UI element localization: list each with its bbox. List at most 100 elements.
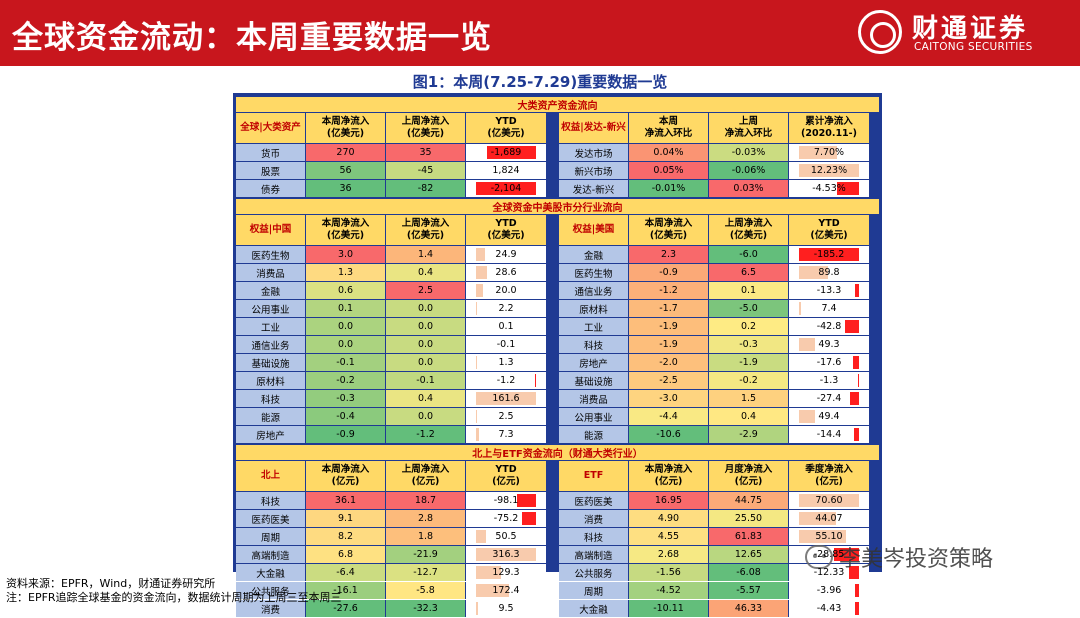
ytd-bar [476, 566, 501, 579]
table-row: 股票 56 -45 1,824 [236, 162, 556, 179]
column-header: 权益|发达-新兴 [559, 113, 629, 143]
table-row: 医药生物 -0.9 6.5 89.8 [559, 264, 879, 281]
value-cell: -6.4 [306, 564, 386, 581]
column-header: 权益|美国 [559, 215, 629, 245]
value-cell: -1.2 [629, 282, 709, 299]
value-cell: 44.75 [709, 492, 789, 509]
ytd-value: 12.23% [810, 165, 848, 176]
ytd-bar [799, 410, 816, 423]
value-cell: 0.0 [306, 318, 386, 335]
ytd-bar [836, 182, 859, 195]
column-header: ETF [559, 461, 629, 491]
row-label: 高端制造 [559, 546, 629, 563]
ytd-bar [848, 566, 859, 579]
value-cell: 4.55 [629, 528, 709, 545]
ytd-value: 316.3 [492, 549, 520, 560]
row-label: 医药生物 [559, 264, 629, 281]
table-row: 金融 2.3 -6.0 -185.2 [559, 246, 879, 263]
value-cell: -12.7 [386, 564, 466, 581]
ytd-value: 1.3 [498, 357, 514, 368]
column-header: 上周净流入 (亿元) [386, 461, 466, 491]
column-header: 上周净流入 (亿美元) [386, 113, 466, 143]
value-cell: -1.2 [386, 426, 466, 443]
header-row: 全球|大类资产 本周净流入 (亿美元) 上周净流入 (亿美元) YTD (亿美元) [236, 113, 556, 143]
value-cell: 56 [306, 162, 386, 179]
ytd-cell: -1.2 [466, 372, 546, 389]
ytd-value: -1.3 [819, 375, 839, 386]
table-row: 通信业务 0.0 0.0 -0.1 [236, 336, 556, 353]
table-row: 债券 36 -82 -2,104 [236, 180, 556, 197]
ytd-value: -0.1 [496, 339, 516, 350]
ytd-bar [799, 338, 816, 351]
row-label: 金融 [559, 246, 629, 263]
table-row: 大金融 -6.4 -12.7 129.3 [236, 564, 556, 581]
ytd-cell: 0.1 [466, 318, 546, 335]
ytd-cell: -14.4 [789, 426, 869, 443]
table-row: 房地产 -2.0 -1.9 -17.6 [559, 354, 879, 371]
value-cell: -1.7 [629, 300, 709, 317]
value-cell: 1.3 [306, 264, 386, 281]
table-row: 大金融 -10.11 46.33 -4.43 [559, 600, 879, 617]
ytd-cell: 70.60 [789, 492, 869, 509]
ytd-value: 49.4 [818, 411, 840, 422]
column-header: 本周净流入 (亿美元) [306, 113, 386, 143]
value-cell: 6.5 [709, 264, 789, 281]
ytd-bar [854, 428, 859, 441]
ytd-value: 0.1 [498, 321, 514, 332]
value-cell: -10.11 [629, 600, 709, 617]
ytd-bar [517, 494, 536, 507]
logo-cn-text: 财通证券 [912, 14, 1029, 44]
value-cell: 0.1 [709, 282, 789, 299]
column-header: 本周净流入 (亿元) [306, 461, 386, 491]
ytd-bar [476, 548, 536, 561]
table-row: 基础设施 -0.1 0.0 1.3 [236, 354, 556, 371]
logo-icon [858, 10, 902, 54]
ytd-value: -3.96 [816, 585, 842, 596]
table-row: 原材料 -0.2 -0.1 -1.2 [236, 372, 556, 389]
ytd-value: 49.3 [818, 339, 840, 350]
column-header: 权益|中国 [236, 215, 306, 245]
value-cell: 61.83 [709, 528, 789, 545]
row-label: 科技 [559, 336, 629, 353]
right-table: 权益|发达-新兴 本周 净流入环比 上周 净流入环比 累计净流入 (2020.11-)… [559, 113, 879, 198]
value-cell: -82 [386, 180, 466, 197]
row-label: 房地产 [236, 426, 306, 443]
left-table: 权益|中国 本周净流入 (亿美元) 上周净流入 (亿美元) YTD (亿美元) 医药生物… [236, 215, 556, 444]
table-row: 高端制造 6.8 -21.9 316.3 [236, 546, 556, 563]
column-header: 上周净流入 (亿美元) [386, 215, 466, 245]
column-header: 北上 [236, 461, 306, 491]
ytd-bar [845, 320, 859, 333]
value-cell: -10.6 [629, 426, 709, 443]
row-label: 公共服务 [559, 564, 629, 581]
value-cell: -2.0 [629, 354, 709, 371]
table-row: 消费品 1.3 0.4 28.6 [236, 264, 556, 281]
ytd-cell: -1.3 [789, 372, 869, 389]
row-label: 基础设施 [559, 372, 629, 389]
source-note: 资料来源：EPFR，Wind，财通证券研究所 [6, 577, 216, 590]
column-header: YTD (亿元) [466, 461, 546, 491]
value-cell: -16.1 [306, 582, 386, 599]
value-cell: 18.7 [386, 492, 466, 509]
ytd-value: 50.5 [495, 531, 517, 542]
row-label: 新兴市场 [559, 162, 629, 179]
ytd-bar [834, 548, 859, 561]
ytd-cell: -1,689 [466, 144, 546, 161]
value-cell: 1.5 [709, 390, 789, 407]
row-label: 股票 [236, 162, 306, 179]
value-cell: 16.95 [629, 492, 709, 509]
value-cell: 0.0 [306, 336, 386, 353]
value-cell: -3.0 [629, 390, 709, 407]
ytd-value: 20.0 [495, 285, 517, 296]
value-cell: -2.9 [709, 426, 789, 443]
value-cell: -0.3 [306, 390, 386, 407]
value-cell: 2.68 [629, 546, 709, 563]
ytd-value: 7.4 [821, 303, 837, 314]
ytd-bar [799, 302, 802, 315]
data-table-frame: 大类资产资金流向 全球|大类资产 本周净流入 (亿美元) 上周净流入 (亿美元) YTD… [233, 93, 882, 617]
row-label: 科技 [559, 528, 629, 545]
value-cell: 36 [306, 180, 386, 197]
ytd-bar [799, 494, 859, 507]
value-cell: 0.1 [306, 300, 386, 317]
column-header: 月度净流入 (亿元) [709, 461, 789, 491]
value-cell: -0.2 [306, 372, 386, 389]
